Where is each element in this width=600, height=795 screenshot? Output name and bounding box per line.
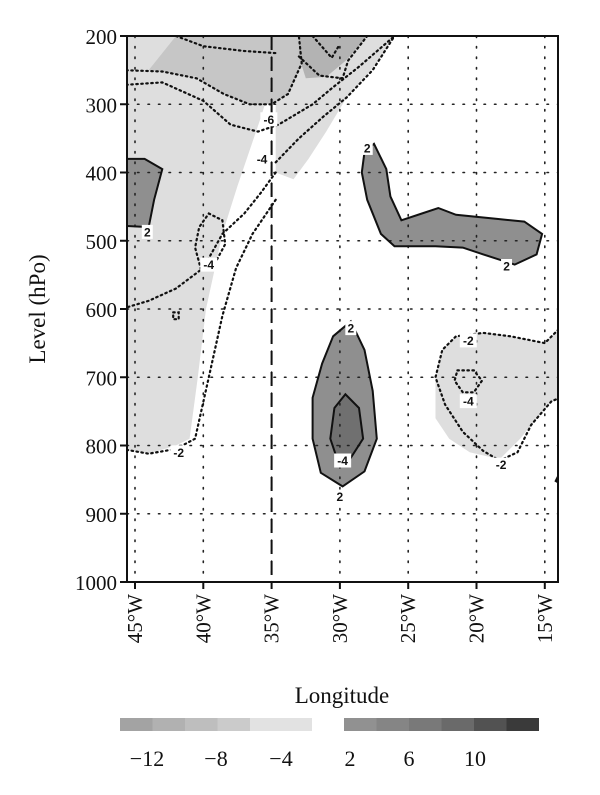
- contour-label: -4: [463, 395, 474, 409]
- contour-label-bg: [492, 457, 510, 472]
- x-tick-label: 45°W: [123, 594, 147, 643]
- colorbar-label: −12: [130, 746, 164, 771]
- contour-label-bg: [141, 224, 153, 239]
- colorbar-positive-swatch: [474, 718, 507, 731]
- contour-label-bg: [260, 112, 278, 127]
- contour-label: -6: [264, 113, 275, 127]
- colorbar-label: 6: [404, 746, 415, 771]
- contour-line-neg4-east: [453, 369, 484, 394]
- colorbar-positive-swatch: [344, 718, 377, 731]
- region-neg-west-band: [127, 36, 276, 454]
- contour-line-pos-mid-upper: [360, 142, 544, 266]
- colorbar-positive-swatch: [409, 718, 442, 731]
- x-axis-title: Longitude: [295, 683, 390, 708]
- y-tick-label: 700: [86, 366, 118, 390]
- colorbar-label: −4: [269, 746, 292, 771]
- contour-label: 2: [364, 141, 371, 155]
- region-neg-east: [435, 329, 558, 460]
- contour-line-neg2-west-outer: [127, 198, 277, 455]
- y-tick-label: 300: [86, 93, 118, 117]
- contour-line-neg-upper-a: [127, 36, 303, 106]
- contour-line-pos-upper-right: [565, 36, 600, 63]
- contour-line-neg2-east: [434, 328, 558, 462]
- colorbar: −12 −8 −4 2 6 10: [120, 718, 539, 771]
- region-pos-small-east: [555, 476, 558, 483]
- contour-label: 2: [347, 322, 354, 336]
- region-pos-lower-inner: [330, 394, 364, 460]
- contour-label: -2: [463, 334, 474, 348]
- y-tick-label: 1000: [75, 571, 117, 595]
- contour-line-neg-dot: [172, 311, 180, 321]
- region-pos-mid-upper: [361, 143, 543, 265]
- colorbar-negative-swatch: [217, 718, 250, 731]
- contour-label-bg: [334, 489, 346, 504]
- contour-label-bg: [334, 453, 352, 468]
- x-tick-label: 15°W: [533, 594, 557, 643]
- contour-label: 2: [503, 260, 510, 274]
- contour-label: 2: [144, 225, 151, 239]
- contour-line-pos-lower: [311, 319, 378, 488]
- colorbar-label: 10: [464, 746, 486, 771]
- colorbar-positive-swatch: [506, 718, 539, 731]
- contour-label-bg: [501, 259, 513, 274]
- contour-line-neg2-west: [127, 171, 277, 309]
- colorbar-positive-swatch: [376, 718, 409, 731]
- colorbar-negative-swatch: [185, 718, 218, 731]
- y-tick-label: 800: [86, 435, 118, 459]
- x-tick-label: 25°W: [396, 594, 420, 643]
- contour-label: -4: [257, 152, 268, 166]
- contour-label-bg: [459, 394, 477, 409]
- y-tick-label: 900: [86, 503, 118, 527]
- contour-label: 2: [337, 490, 344, 504]
- contour-line-neg-upper-f: [274, 36, 396, 164]
- colorbar-label: 2: [345, 746, 356, 771]
- contour-line-neg-upper-b: [127, 36, 396, 133]
- y-tick-label: 600: [86, 298, 118, 322]
- x-tick-label: 35°W: [260, 594, 284, 643]
- contour-line-pos-lower-inner: [329, 392, 365, 461]
- contour-labels: -6 -4 2 -4 2 2 2 -2 -4 -4 -2 -2 2: [141, 112, 513, 504]
- region-pos-upper-right: [565, 36, 600, 63]
- contour-label: -2: [173, 446, 184, 460]
- contour-label: -4: [337, 454, 348, 468]
- x-axis-ticks: 45°W40°W35°W30°W25°W20°W15°W10°W: [123, 582, 557, 643]
- y-tick-label: 400: [86, 162, 118, 186]
- colorbar-label: −8: [204, 746, 227, 771]
- contour-line-pos-small-east: [554, 474, 558, 484]
- contour-label-bg: [345, 321, 357, 336]
- contour-label-bg: [253, 151, 271, 166]
- contour-label: -2: [496, 458, 507, 472]
- contour-label-bg: [200, 257, 218, 272]
- colorbar-negative-swatch: [120, 718, 153, 731]
- y-axis-title: Level (hPo): [25, 254, 50, 363]
- x-tick-label: 30°W: [328, 594, 352, 643]
- contour-label-bg: [459, 333, 477, 348]
- y-axis-ticks: 200 300 400 500 600 700 800 900 1000: [75, 25, 127, 595]
- y-tick-label: 500: [86, 230, 118, 254]
- y-tick-label: 200: [86, 25, 118, 49]
- colorbar-negative-swatch: [250, 718, 312, 731]
- colorbar-positive-swatch: [441, 718, 474, 731]
- contour-line-neg-upper-e: [311, 36, 341, 60]
- x-tick-label: 40°W: [191, 594, 215, 643]
- x-tick-label: 20°W: [465, 594, 489, 643]
- contour-line-neg-upper-d: [297, 36, 369, 80]
- contour-label: -4: [203, 258, 214, 272]
- contour-line-neg2-east-b: [572, 309, 600, 377]
- contour-label-bg: [361, 140, 373, 155]
- colorbar-negative-swatch: [152, 718, 185, 731]
- region-pos-west-edge: [127, 158, 163, 228]
- contour-lines: [127, 36, 600, 488]
- contour-label-bg: [170, 445, 188, 460]
- contour-line-neg-upper-c: [174, 36, 277, 55]
